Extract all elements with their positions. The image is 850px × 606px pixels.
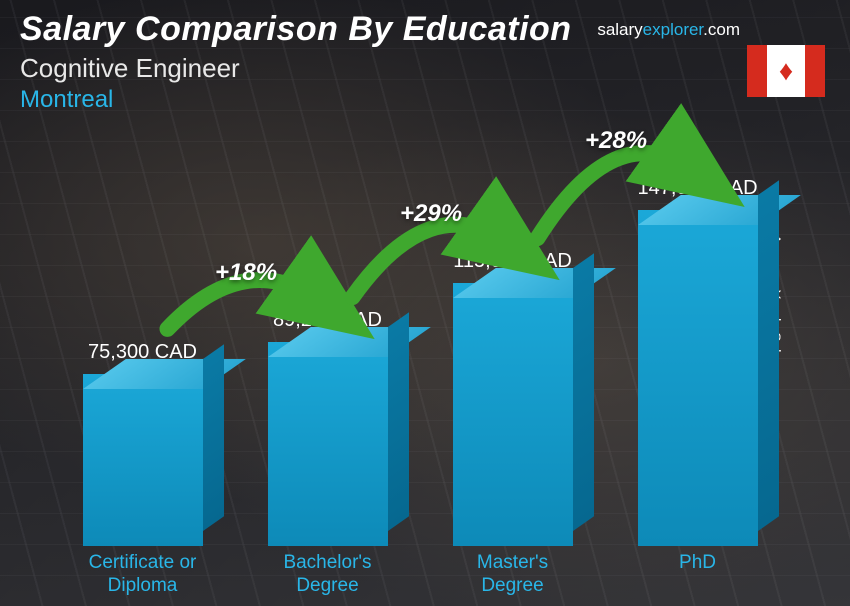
bar-group: 115,000 CAD <box>433 250 593 546</box>
bar-3d <box>453 283 573 546</box>
country-flag-icon: ♦ <box>747 45 825 97</box>
x-axis-label: Bachelor'sDegree <box>248 552 408 598</box>
x-axis-label: PhD <box>618 552 778 598</box>
x-axis-label: Certificate orDiploma <box>63 552 223 598</box>
brand-suffix: .com <box>703 20 740 39</box>
bar-group: 147,000 CAD <box>618 177 778 546</box>
x-axis-label: Master'sDegree <box>433 552 593 598</box>
bar-front-face <box>638 210 758 546</box>
percent-increase-label: +18% <box>215 259 277 287</box>
flag-center: ♦ <box>767 45 805 97</box>
bar-side-face <box>388 312 409 531</box>
bar-side-face <box>758 180 779 531</box>
maple-leaf-icon: ♦ <box>779 57 793 85</box>
bar-side-face <box>573 253 594 531</box>
bar-3d <box>638 210 758 546</box>
bar-3d <box>268 342 388 546</box>
percent-increase-label: +29% <box>400 200 462 228</box>
job-title: Cognitive Engineer <box>20 53 830 84</box>
flag-left-bar <box>747 45 767 97</box>
brand-prefix: salary <box>597 20 642 39</box>
bar-side-face <box>203 344 224 531</box>
bar-front-face <box>268 342 388 546</box>
location: Montreal <box>20 86 830 114</box>
bar-front-face <box>83 374 203 546</box>
bar-group: 89,200 CAD <box>248 309 408 546</box>
bar-front-face <box>453 283 573 546</box>
bar-3d <box>83 374 203 546</box>
brand-logo: salaryexplorer.com <box>597 20 740 40</box>
percent-increase-label: +28% <box>585 127 647 155</box>
brand-accent: explorer <box>643 20 703 39</box>
x-axis-labels: Certificate orDiploma Bachelor'sDegree Mas… <box>50 552 790 598</box>
bar-group: 75,300 CAD <box>63 341 223 546</box>
flag-right-bar <box>805 45 825 97</box>
